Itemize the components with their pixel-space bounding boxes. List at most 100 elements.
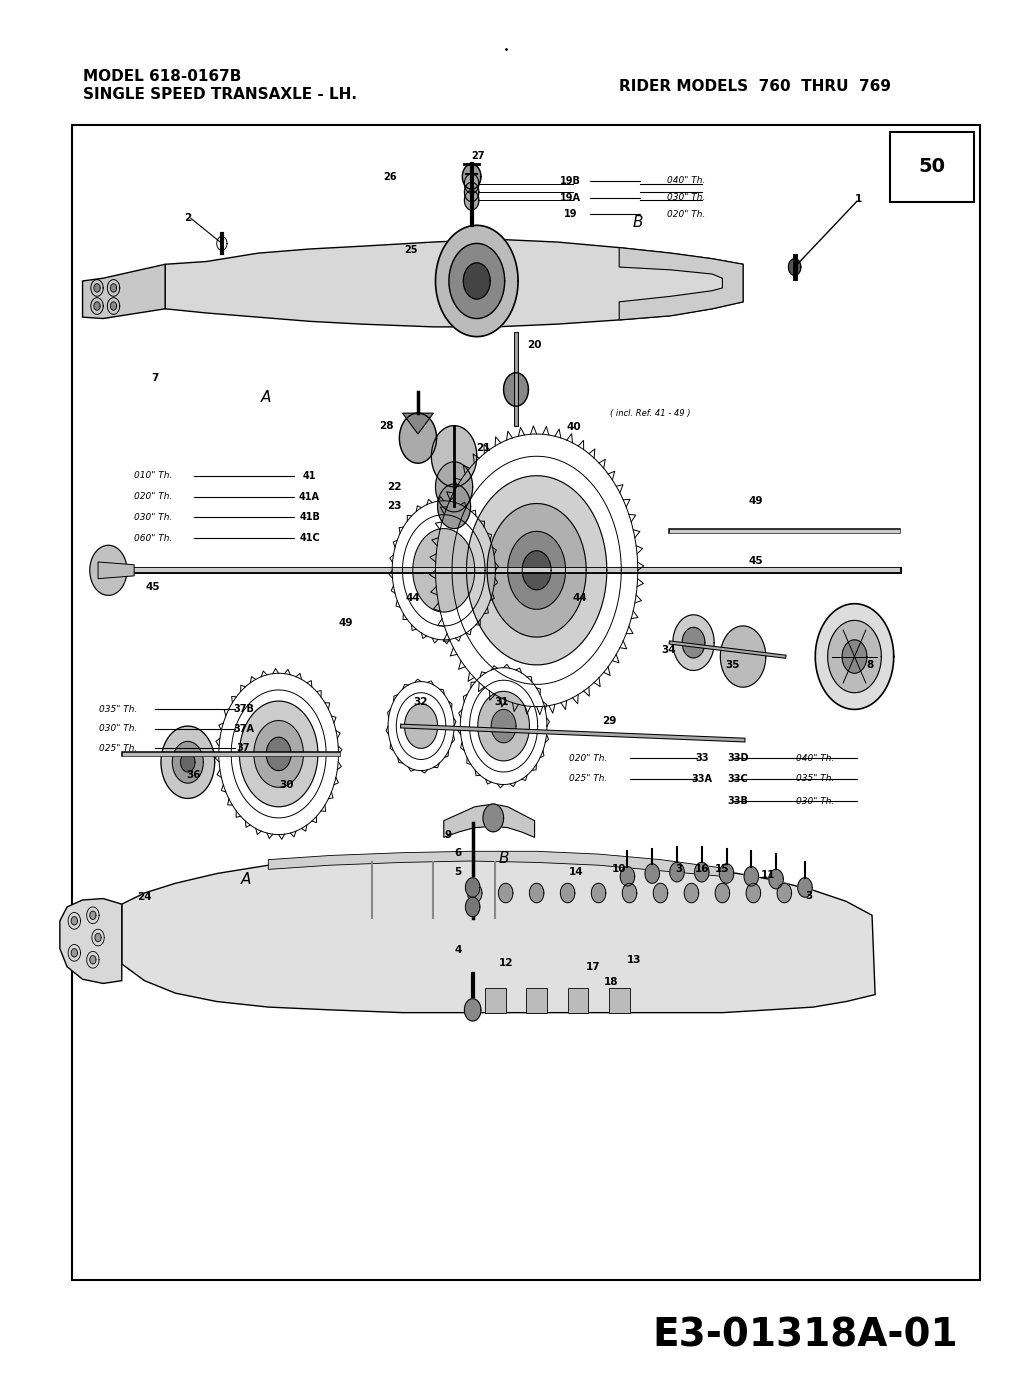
Text: 30: 30 bbox=[280, 779, 294, 790]
Text: RIDER MODELS  760  THRU  769: RIDER MODELS 760 THRU 769 bbox=[619, 79, 892, 93]
Text: 030" Th.: 030" Th. bbox=[133, 513, 172, 522]
Text: 19: 19 bbox=[563, 209, 578, 220]
Text: 13: 13 bbox=[626, 954, 641, 965]
Text: 035" Th.: 035" Th. bbox=[99, 705, 138, 714]
Text: 35: 35 bbox=[725, 659, 740, 670]
Text: 025" Th.: 025" Th. bbox=[99, 744, 138, 753]
Text: 5: 5 bbox=[454, 867, 462, 878]
Polygon shape bbox=[684, 883, 699, 903]
Polygon shape bbox=[828, 620, 881, 693]
Polygon shape bbox=[464, 182, 479, 202]
Polygon shape bbox=[609, 988, 630, 1013]
Polygon shape bbox=[181, 753, 195, 772]
Text: 41A: 41A bbox=[299, 491, 320, 502]
Text: A: A bbox=[261, 391, 271, 405]
Polygon shape bbox=[239, 701, 318, 807]
Text: 11: 11 bbox=[761, 869, 775, 881]
Text: 18: 18 bbox=[604, 976, 618, 988]
Polygon shape bbox=[465, 897, 480, 917]
Text: 15: 15 bbox=[715, 864, 730, 875]
Polygon shape bbox=[462, 164, 481, 189]
Text: 49: 49 bbox=[748, 495, 763, 506]
Text: 27: 27 bbox=[471, 150, 485, 161]
Polygon shape bbox=[695, 862, 709, 882]
Polygon shape bbox=[90, 956, 96, 964]
Polygon shape bbox=[465, 878, 480, 897]
Polygon shape bbox=[467, 883, 482, 903]
Polygon shape bbox=[90, 911, 96, 919]
Polygon shape bbox=[399, 413, 437, 463]
Text: 36: 36 bbox=[187, 769, 201, 780]
Polygon shape bbox=[413, 529, 475, 612]
Text: 33D: 33D bbox=[728, 753, 748, 764]
Polygon shape bbox=[620, 867, 635, 886]
Polygon shape bbox=[485, 988, 506, 1013]
Text: 26: 26 bbox=[383, 171, 397, 182]
Text: 19B: 19B bbox=[560, 175, 581, 186]
Text: 020" Th.: 020" Th. bbox=[667, 210, 706, 218]
Text: 8: 8 bbox=[866, 659, 874, 670]
Text: 41B: 41B bbox=[299, 512, 320, 523]
Text: 29: 29 bbox=[602, 715, 616, 726]
Polygon shape bbox=[504, 373, 528, 406]
Polygon shape bbox=[71, 949, 77, 957]
Text: 21: 21 bbox=[476, 442, 490, 453]
Polygon shape bbox=[94, 302, 100, 310]
Polygon shape bbox=[266, 737, 291, 771]
Text: 33: 33 bbox=[695, 753, 709, 764]
Polygon shape bbox=[798, 878, 812, 897]
Polygon shape bbox=[568, 988, 588, 1013]
Polygon shape bbox=[619, 248, 743, 320]
Polygon shape bbox=[438, 484, 471, 529]
Polygon shape bbox=[777, 883, 792, 903]
Text: 33C: 33C bbox=[728, 773, 748, 785]
Polygon shape bbox=[487, 504, 586, 637]
Polygon shape bbox=[815, 604, 894, 709]
Text: 060" Th.: 060" Th. bbox=[133, 534, 172, 542]
Text: 030" Th.: 030" Th. bbox=[667, 193, 706, 202]
Polygon shape bbox=[71, 917, 77, 925]
Polygon shape bbox=[529, 883, 544, 903]
Text: 035" Th.: 035" Th. bbox=[796, 775, 835, 783]
Text: 3: 3 bbox=[675, 864, 683, 875]
Polygon shape bbox=[436, 225, 518, 337]
Text: 33A: 33A bbox=[691, 773, 712, 785]
Polygon shape bbox=[746, 883, 761, 903]
Polygon shape bbox=[478, 691, 529, 761]
Polygon shape bbox=[464, 191, 479, 210]
Text: 3: 3 bbox=[805, 890, 813, 901]
Text: 040" Th.: 040" Th. bbox=[667, 177, 706, 185]
Text: 7: 7 bbox=[151, 373, 159, 384]
Polygon shape bbox=[526, 988, 547, 1013]
Text: 10: 10 bbox=[612, 864, 626, 875]
Text: 17: 17 bbox=[586, 961, 601, 972]
Polygon shape bbox=[90, 545, 127, 595]
Text: 14: 14 bbox=[569, 867, 583, 878]
Text: 50: 50 bbox=[918, 157, 945, 177]
Polygon shape bbox=[110, 284, 117, 292]
Polygon shape bbox=[464, 999, 481, 1021]
Text: B: B bbox=[498, 851, 509, 865]
Text: 37A: 37A bbox=[233, 723, 254, 734]
Polygon shape bbox=[98, 562, 134, 579]
Text: 030" Th.: 030" Th. bbox=[99, 725, 138, 733]
Text: 1: 1 bbox=[854, 193, 863, 204]
Polygon shape bbox=[60, 899, 122, 983]
Text: 41C: 41C bbox=[299, 533, 320, 544]
Text: 9: 9 bbox=[445, 829, 451, 840]
Polygon shape bbox=[522, 551, 551, 590]
Text: 41: 41 bbox=[302, 470, 317, 481]
Polygon shape bbox=[769, 869, 783, 889]
Polygon shape bbox=[83, 264, 165, 319]
Text: 6: 6 bbox=[454, 847, 462, 858]
Text: 19A: 19A bbox=[560, 192, 581, 203]
Polygon shape bbox=[645, 864, 659, 883]
Text: 4: 4 bbox=[454, 944, 462, 956]
Polygon shape bbox=[670, 862, 684, 882]
Bar bbox=[72, 125, 980, 1280]
Text: A: A bbox=[240, 872, 251, 886]
Polygon shape bbox=[402, 413, 433, 434]
Polygon shape bbox=[431, 426, 477, 487]
Polygon shape bbox=[95, 933, 101, 942]
Polygon shape bbox=[491, 709, 516, 743]
